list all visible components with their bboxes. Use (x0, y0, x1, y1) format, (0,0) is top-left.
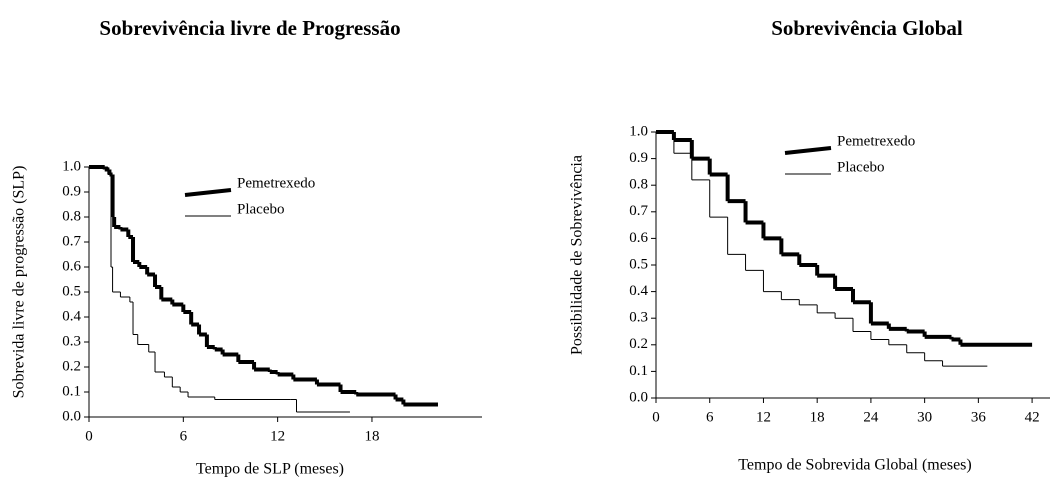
x-tick-label: 18 (810, 409, 825, 425)
x-tick-label: 0 (652, 409, 660, 425)
x-tick-label: 18 (364, 428, 379, 444)
y-tick-label: 0.1 (629, 363, 648, 379)
chart-title: Sobrevivência Global (771, 16, 963, 40)
legend-swatch (184, 188, 232, 197)
y-tick-label: 0.8 (62, 208, 81, 224)
y-tick-label: 0.7 (62, 233, 81, 249)
y-tick-label: 0.1 (62, 383, 81, 399)
x-tick-label: 36 (971, 409, 987, 425)
y-tick-label: 0.9 (62, 183, 81, 199)
x-tick-label: 0 (85, 428, 93, 444)
x-tick-label: 12 (270, 428, 285, 444)
y-tick-label: 0.0 (62, 408, 81, 424)
legend-label: Placebo (237, 201, 284, 217)
y-tick-label: 0.2 (629, 336, 648, 352)
x-tick-label: 30 (917, 409, 932, 425)
y-tick-label: 0.4 (62, 308, 81, 324)
y-tick-label: 1.0 (62, 158, 81, 174)
legend-label: Pemetrexedo (237, 175, 315, 191)
x-tick-label: 12 (756, 409, 771, 425)
y-tick-label: 0.4 (629, 283, 648, 299)
legend-label: Pemetrexedo (837, 133, 915, 149)
x-tick-label: 42 (1025, 409, 1040, 425)
x-axis-title: Tempo de Sobrevida Global (meses) (738, 457, 971, 474)
y-tick-label: 0.3 (629, 310, 648, 326)
y-tick-label: 0.9 (629, 150, 648, 166)
y-tick-label: 1.0 (629, 123, 648, 139)
y-tick-label: 0.3 (62, 333, 81, 349)
x-tick-label: 24 (863, 409, 879, 425)
x-tick-label: 6 (706, 409, 714, 425)
x-tick-label: 6 (180, 428, 188, 444)
legend-swatch (784, 146, 832, 155)
y-tick-label: 0.5 (62, 283, 81, 299)
legend-label: Placebo (837, 159, 884, 175)
y-tick-label: 0.6 (62, 258, 81, 274)
y-tick-label: 0.2 (62, 358, 81, 374)
y-tick-label: 0.5 (629, 256, 648, 272)
chart-title: Sobrevivência livre de Progressão (99, 16, 400, 40)
y-tick-label: 0.8 (629, 177, 648, 193)
y-tick-label: 0.6 (629, 230, 648, 246)
x-axis-title: Tempo de SLP (meses) (196, 461, 344, 478)
y-tick-label: 0.0 (629, 389, 648, 405)
y-axis-title: Possibilidade de Sobrevivência (569, 155, 586, 355)
y-tick-label: 0.7 (629, 203, 648, 219)
y-axis-title: Sobrevida livre de progressão (SLP) (11, 166, 28, 399)
